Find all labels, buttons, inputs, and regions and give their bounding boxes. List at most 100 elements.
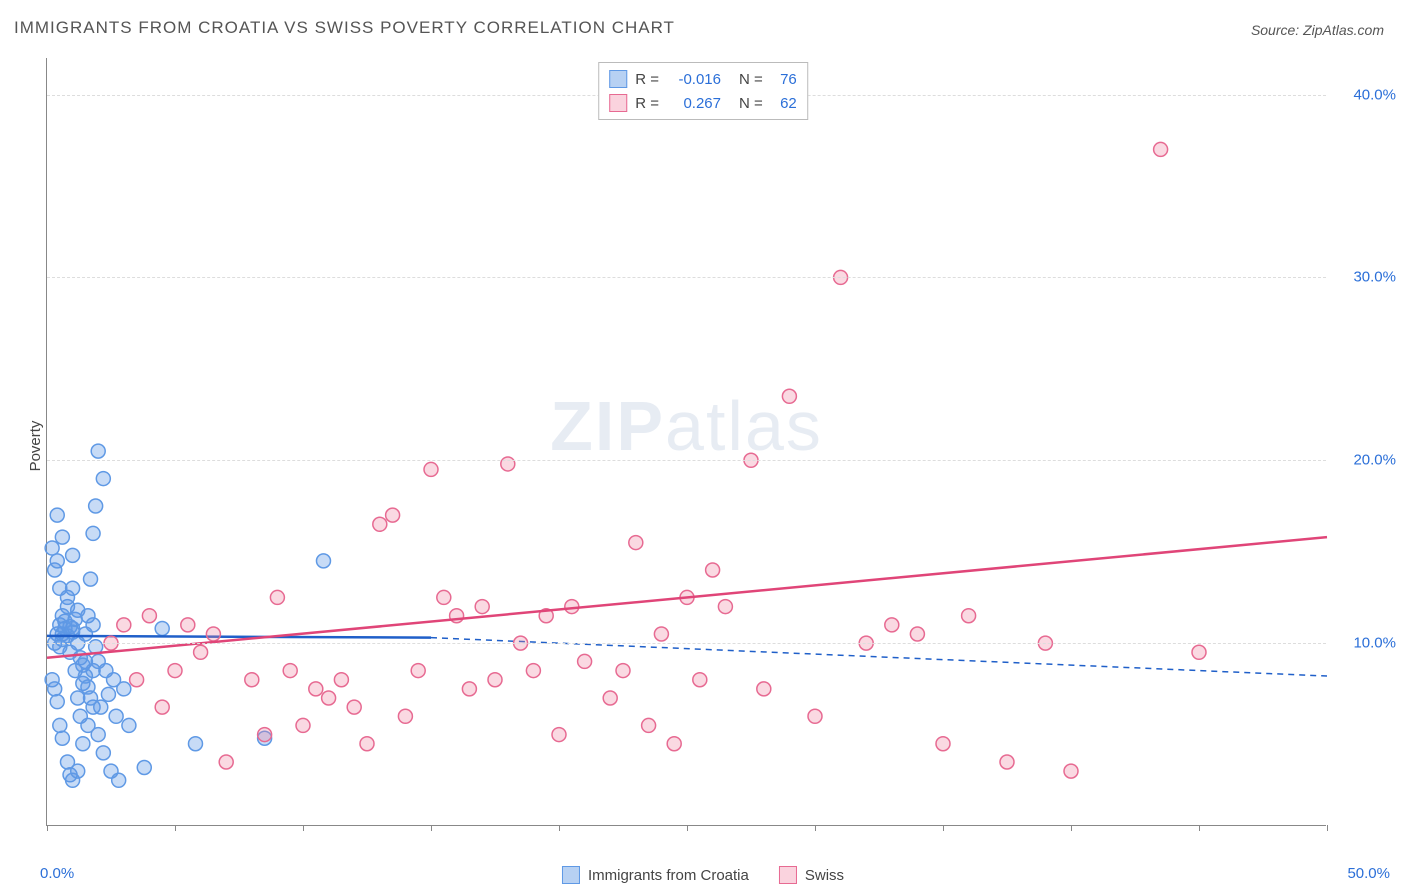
plot-area: ZIPatlas 10.0%20.0%30.0%40.0% (46, 58, 1326, 826)
scatter-point (642, 718, 656, 732)
scatter-point (462, 682, 476, 696)
scatter-point (188, 737, 202, 751)
scatter-point (66, 581, 80, 595)
scatter-point (109, 709, 123, 723)
trend-line (47, 537, 1327, 658)
n-value: 62 (771, 95, 797, 112)
scatter-point (706, 563, 720, 577)
legend-label: Immigrants from Croatia (588, 867, 749, 884)
scatter-point (316, 554, 330, 568)
r-value: 0.267 (667, 95, 721, 112)
scatter-point (1064, 764, 1078, 778)
r-label: R = (635, 95, 659, 112)
n-label: N = (739, 71, 763, 88)
trend-line (47, 636, 431, 638)
scatter-point (322, 691, 336, 705)
scatter-point (1192, 645, 1206, 659)
scatter-point (86, 664, 100, 678)
scatter-point (309, 682, 323, 696)
scatter-point (142, 609, 156, 623)
scatter-point (782, 389, 796, 403)
scatter-point (386, 508, 400, 522)
scatter-point (718, 600, 732, 614)
scatter-point (757, 682, 771, 696)
scatter-point (137, 760, 151, 774)
correlation-stats-box: R = -0.016 N = 76 R = 0.267 N = 62 (598, 62, 808, 120)
scatter-point (488, 673, 502, 687)
x-axis-max-label: 50.0% (1347, 865, 1390, 882)
scatter-point (112, 773, 126, 787)
scatter-point (122, 718, 136, 732)
scatter-point (334, 673, 348, 687)
scatter-point (245, 673, 259, 687)
scatter-point (962, 609, 976, 623)
scatter-point (155, 622, 169, 636)
scatter-point (84, 572, 98, 586)
n-value: 76 (771, 71, 797, 88)
legend: Immigrants from Croatia Swiss (562, 866, 844, 884)
scatter-point (50, 508, 64, 522)
chart-svg (47, 58, 1326, 825)
scatter-point (411, 664, 425, 678)
scatter-point (808, 709, 822, 723)
scatter-point (1000, 755, 1014, 769)
scatter-point (48, 682, 62, 696)
scatter-point (91, 444, 105, 458)
scatter-point (117, 618, 131, 632)
scatter-point (101, 687, 115, 701)
swatch-icon (779, 866, 797, 884)
scatter-point (130, 673, 144, 687)
scatter-point (296, 718, 310, 732)
scatter-point (96, 472, 110, 486)
scatter-point (66, 548, 80, 562)
scatter-point (693, 673, 707, 687)
r-value: -0.016 (667, 71, 721, 88)
scatter-point (437, 590, 451, 604)
x-axis-min-label: 0.0% (40, 865, 74, 882)
scatter-point (654, 627, 668, 641)
scatter-point (629, 536, 643, 550)
scatter-point (258, 728, 272, 742)
scatter-point (552, 728, 566, 742)
stats-row-croatia: R = -0.016 N = 76 (609, 67, 797, 91)
scatter-point (885, 618, 899, 632)
legend-label: Swiss (805, 867, 844, 884)
scatter-point (168, 664, 182, 678)
scatter-point (86, 618, 100, 632)
scatter-point (155, 700, 169, 714)
scatter-point (53, 718, 67, 732)
scatter-point (526, 664, 540, 678)
r-label: R = (635, 71, 659, 88)
swatch-icon (609, 94, 627, 112)
scatter-point (181, 618, 195, 632)
scatter-point (50, 554, 64, 568)
y-tick-label: 20.0% (1336, 452, 1396, 469)
scatter-point (578, 654, 592, 668)
scatter-point (1154, 142, 1168, 156)
swatch-icon (562, 866, 580, 884)
scatter-point (89, 499, 103, 513)
legend-item-croatia: Immigrants from Croatia (562, 866, 749, 884)
scatter-point (360, 737, 374, 751)
stats-row-swiss: R = 0.267 N = 62 (609, 91, 797, 115)
legend-item-swiss: Swiss (779, 866, 844, 884)
scatter-point (86, 526, 100, 540)
scatter-point (373, 517, 387, 531)
scatter-point (194, 645, 208, 659)
scatter-point (71, 691, 85, 705)
scatter-point (347, 700, 361, 714)
scatter-point (219, 755, 233, 769)
scatter-point (94, 700, 108, 714)
scatter-point (936, 737, 950, 751)
scatter-point (91, 728, 105, 742)
scatter-point (398, 709, 412, 723)
scatter-point (55, 530, 69, 544)
scatter-point (71, 764, 85, 778)
scatter-point (55, 731, 69, 745)
swatch-icon (609, 70, 627, 88)
scatter-point (565, 600, 579, 614)
scatter-point (475, 600, 489, 614)
chart-title: IMMIGRANTS FROM CROATIA VS SWISS POVERTY… (14, 18, 675, 38)
y-tick-label: 30.0% (1336, 269, 1396, 286)
scatter-point (667, 737, 681, 751)
